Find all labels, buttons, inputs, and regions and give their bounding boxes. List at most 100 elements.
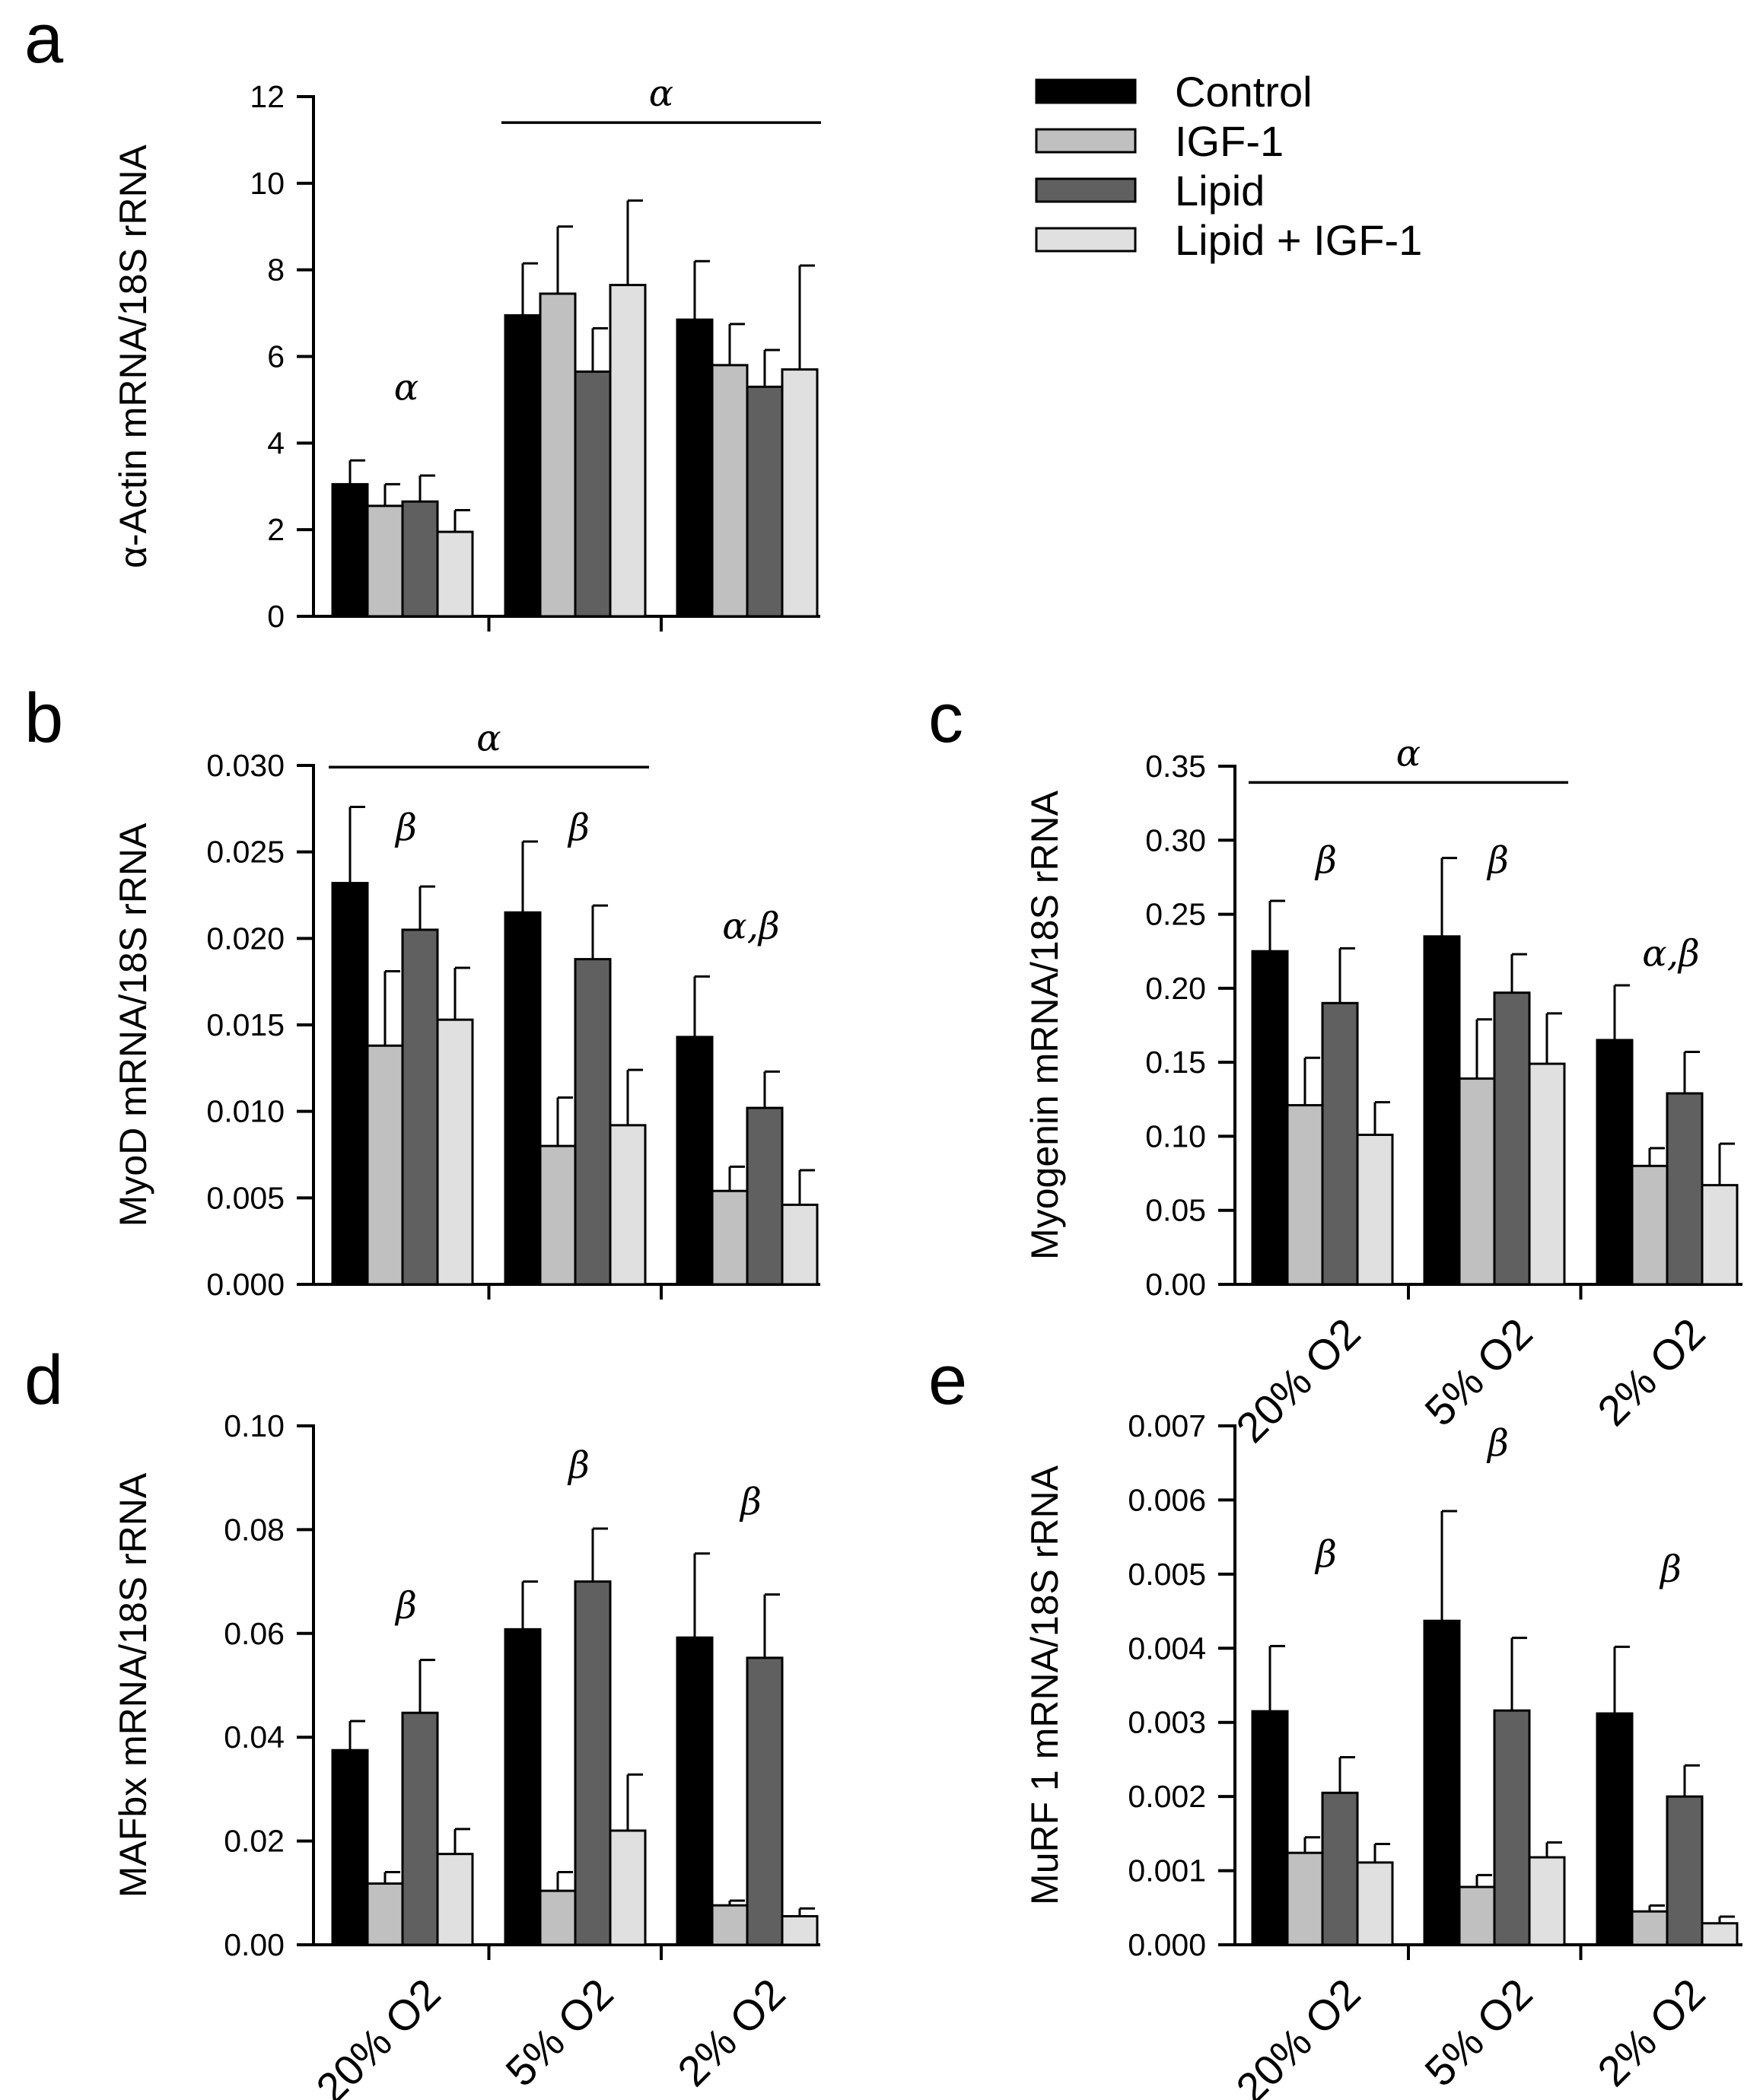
x-category-label: 20% O2 (1227, 1969, 1370, 2100)
bar (539, 1889, 577, 1946)
bar (711, 1189, 749, 1286)
bar (1528, 1062, 1566, 1286)
legend-swatch-lipid-igf1 (1035, 227, 1137, 253)
panel-letter-a: a (24, 0, 64, 78)
y-tick-label: 0.10 (1145, 1118, 1206, 1153)
significance-label: β (1314, 839, 1337, 882)
y-tick-label: 0 (267, 599, 285, 634)
bar (711, 364, 749, 618)
bar (609, 1829, 647, 1946)
panel-letter-d: d (24, 1341, 63, 1419)
y-tick-label: 0.04 (224, 1720, 285, 1755)
bar (1286, 1851, 1324, 1946)
panel-c-chart: 0.00 0.05 0.10 0.15 0.20 0.25 0.30 0.35 Myogenin… (1023, 732, 1742, 1452)
bar (1596, 1039, 1634, 1286)
bar (746, 385, 784, 618)
significance-label: β (739, 1481, 762, 1523)
bar (1356, 1861, 1394, 1946)
bar (781, 1203, 819, 1286)
panel-e-chart: 0.000 0.001 0.002 0.003 0.004 0.005 0.006 0.007… (1023, 1408, 1742, 2100)
bar (539, 292, 577, 618)
significance-label: α,β (722, 905, 779, 947)
bar (1666, 1092, 1704, 1286)
significance-label: β (394, 1584, 417, 1627)
y-tick-label: 0.05 (1145, 1193, 1206, 1228)
bar (1528, 1856, 1566, 1946)
legend: Control IGF-1 Lipid Lipid + IGF-1 (1035, 68, 1422, 264)
bar (676, 1636, 714, 1946)
bar (366, 504, 404, 618)
bar (1701, 1184, 1739, 1286)
legend-label-lipid: Lipid (1175, 167, 1265, 215)
y-tick-label: 4 (267, 425, 285, 460)
bar (676, 318, 714, 618)
x-category-label: 2% O2 (1588, 1969, 1714, 2095)
y-tick-label: 0.020 (206, 921, 285, 956)
y-tick-label: 0.10 (224, 1408, 285, 1443)
bar (1458, 1077, 1496, 1286)
y-axis-label: α-Actin mRNA/18S rRNA (112, 144, 154, 568)
bar (504, 313, 542, 618)
legend-swatch-control (1035, 78, 1137, 104)
y-tick-label: 0.02 (224, 1824, 285, 1859)
significance-label: α (1396, 732, 1421, 775)
bar (781, 368, 819, 618)
significance-label: α (649, 72, 673, 115)
y-axis-label: MyoD mRNA/18S rRNA (112, 822, 154, 1227)
y-tick-label: 10 (250, 166, 285, 201)
bar (1423, 935, 1461, 1286)
x-category-label: 5% O2 (496, 1969, 622, 2095)
significance-label: β (567, 1444, 590, 1487)
bar (331, 882, 369, 1286)
bar (436, 530, 474, 618)
legend-swatch-lipid (1035, 177, 1137, 203)
y-tick-label: 0.010 (206, 1094, 285, 1129)
bar (401, 1711, 439, 1946)
x-category-label: 5% O2 (1415, 1969, 1542, 2095)
bar (1631, 1910, 1669, 1946)
bar (1493, 991, 1531, 1286)
bar (401, 928, 439, 1286)
significance-label: β (1486, 1422, 1509, 1465)
bar (609, 1124, 647, 1286)
bar (366, 1044, 404, 1286)
panel-a-chart: 0 2 4 6 8 10 12 α-Actin mRNA/18S rRNA α α (112, 72, 821, 634)
bar (401, 500, 439, 618)
bar (1666, 1795, 1704, 1946)
bar (711, 1904, 749, 1946)
y-axis-label: MAFbx mRNA/18S rRNA (112, 1472, 154, 1898)
bar (1356, 1133, 1394, 1286)
legend-label-lipid-igf1: Lipid + IGF-1 (1175, 216, 1422, 264)
y-tick-label: 0.004 (1128, 1631, 1206, 1666)
panel-letter-b: b (24, 679, 63, 757)
y-tick-label: 0.00 (1145, 1267, 1206, 1302)
y-tick-label: 0.25 (1145, 897, 1206, 932)
significance-label: β (1659, 1548, 1682, 1591)
y-tick-label: 0.025 (206, 835, 285, 870)
bar (504, 911, 542, 1286)
bar (1321, 1001, 1359, 1286)
y-tick-label: 0.15 (1145, 1045, 1206, 1080)
y-axis-label: Myogenin mRNA/18S rRNA (1023, 790, 1066, 1260)
y-tick-label: 0.007 (1128, 1408, 1206, 1443)
significance-label: α,β (1642, 933, 1699, 975)
x-category-label: 2% O2 (1588, 1309, 1714, 1435)
y-tick-label: 0.000 (1128, 1927, 1206, 1962)
significance-label: β (1314, 1533, 1337, 1576)
y-tick-label: 0.005 (206, 1180, 285, 1215)
bar (1701, 1922, 1739, 1946)
bar (331, 1748, 369, 1946)
bar (1251, 950, 1289, 1286)
y-tick-label: 0.005 (1128, 1557, 1206, 1592)
x-category-label: 20% O2 (307, 1969, 450, 2100)
legend-swatch-igf1 (1035, 128, 1137, 154)
bar (366, 1882, 404, 1946)
y-tick-label: 0.003 (1128, 1705, 1206, 1740)
y-tick-label: 0.08 (224, 1512, 285, 1547)
bar (436, 1018, 474, 1286)
bar (781, 1914, 819, 1946)
significance-label: α (476, 717, 501, 759)
y-tick-label: 12 (250, 79, 285, 114)
bar (1596, 1712, 1634, 1946)
